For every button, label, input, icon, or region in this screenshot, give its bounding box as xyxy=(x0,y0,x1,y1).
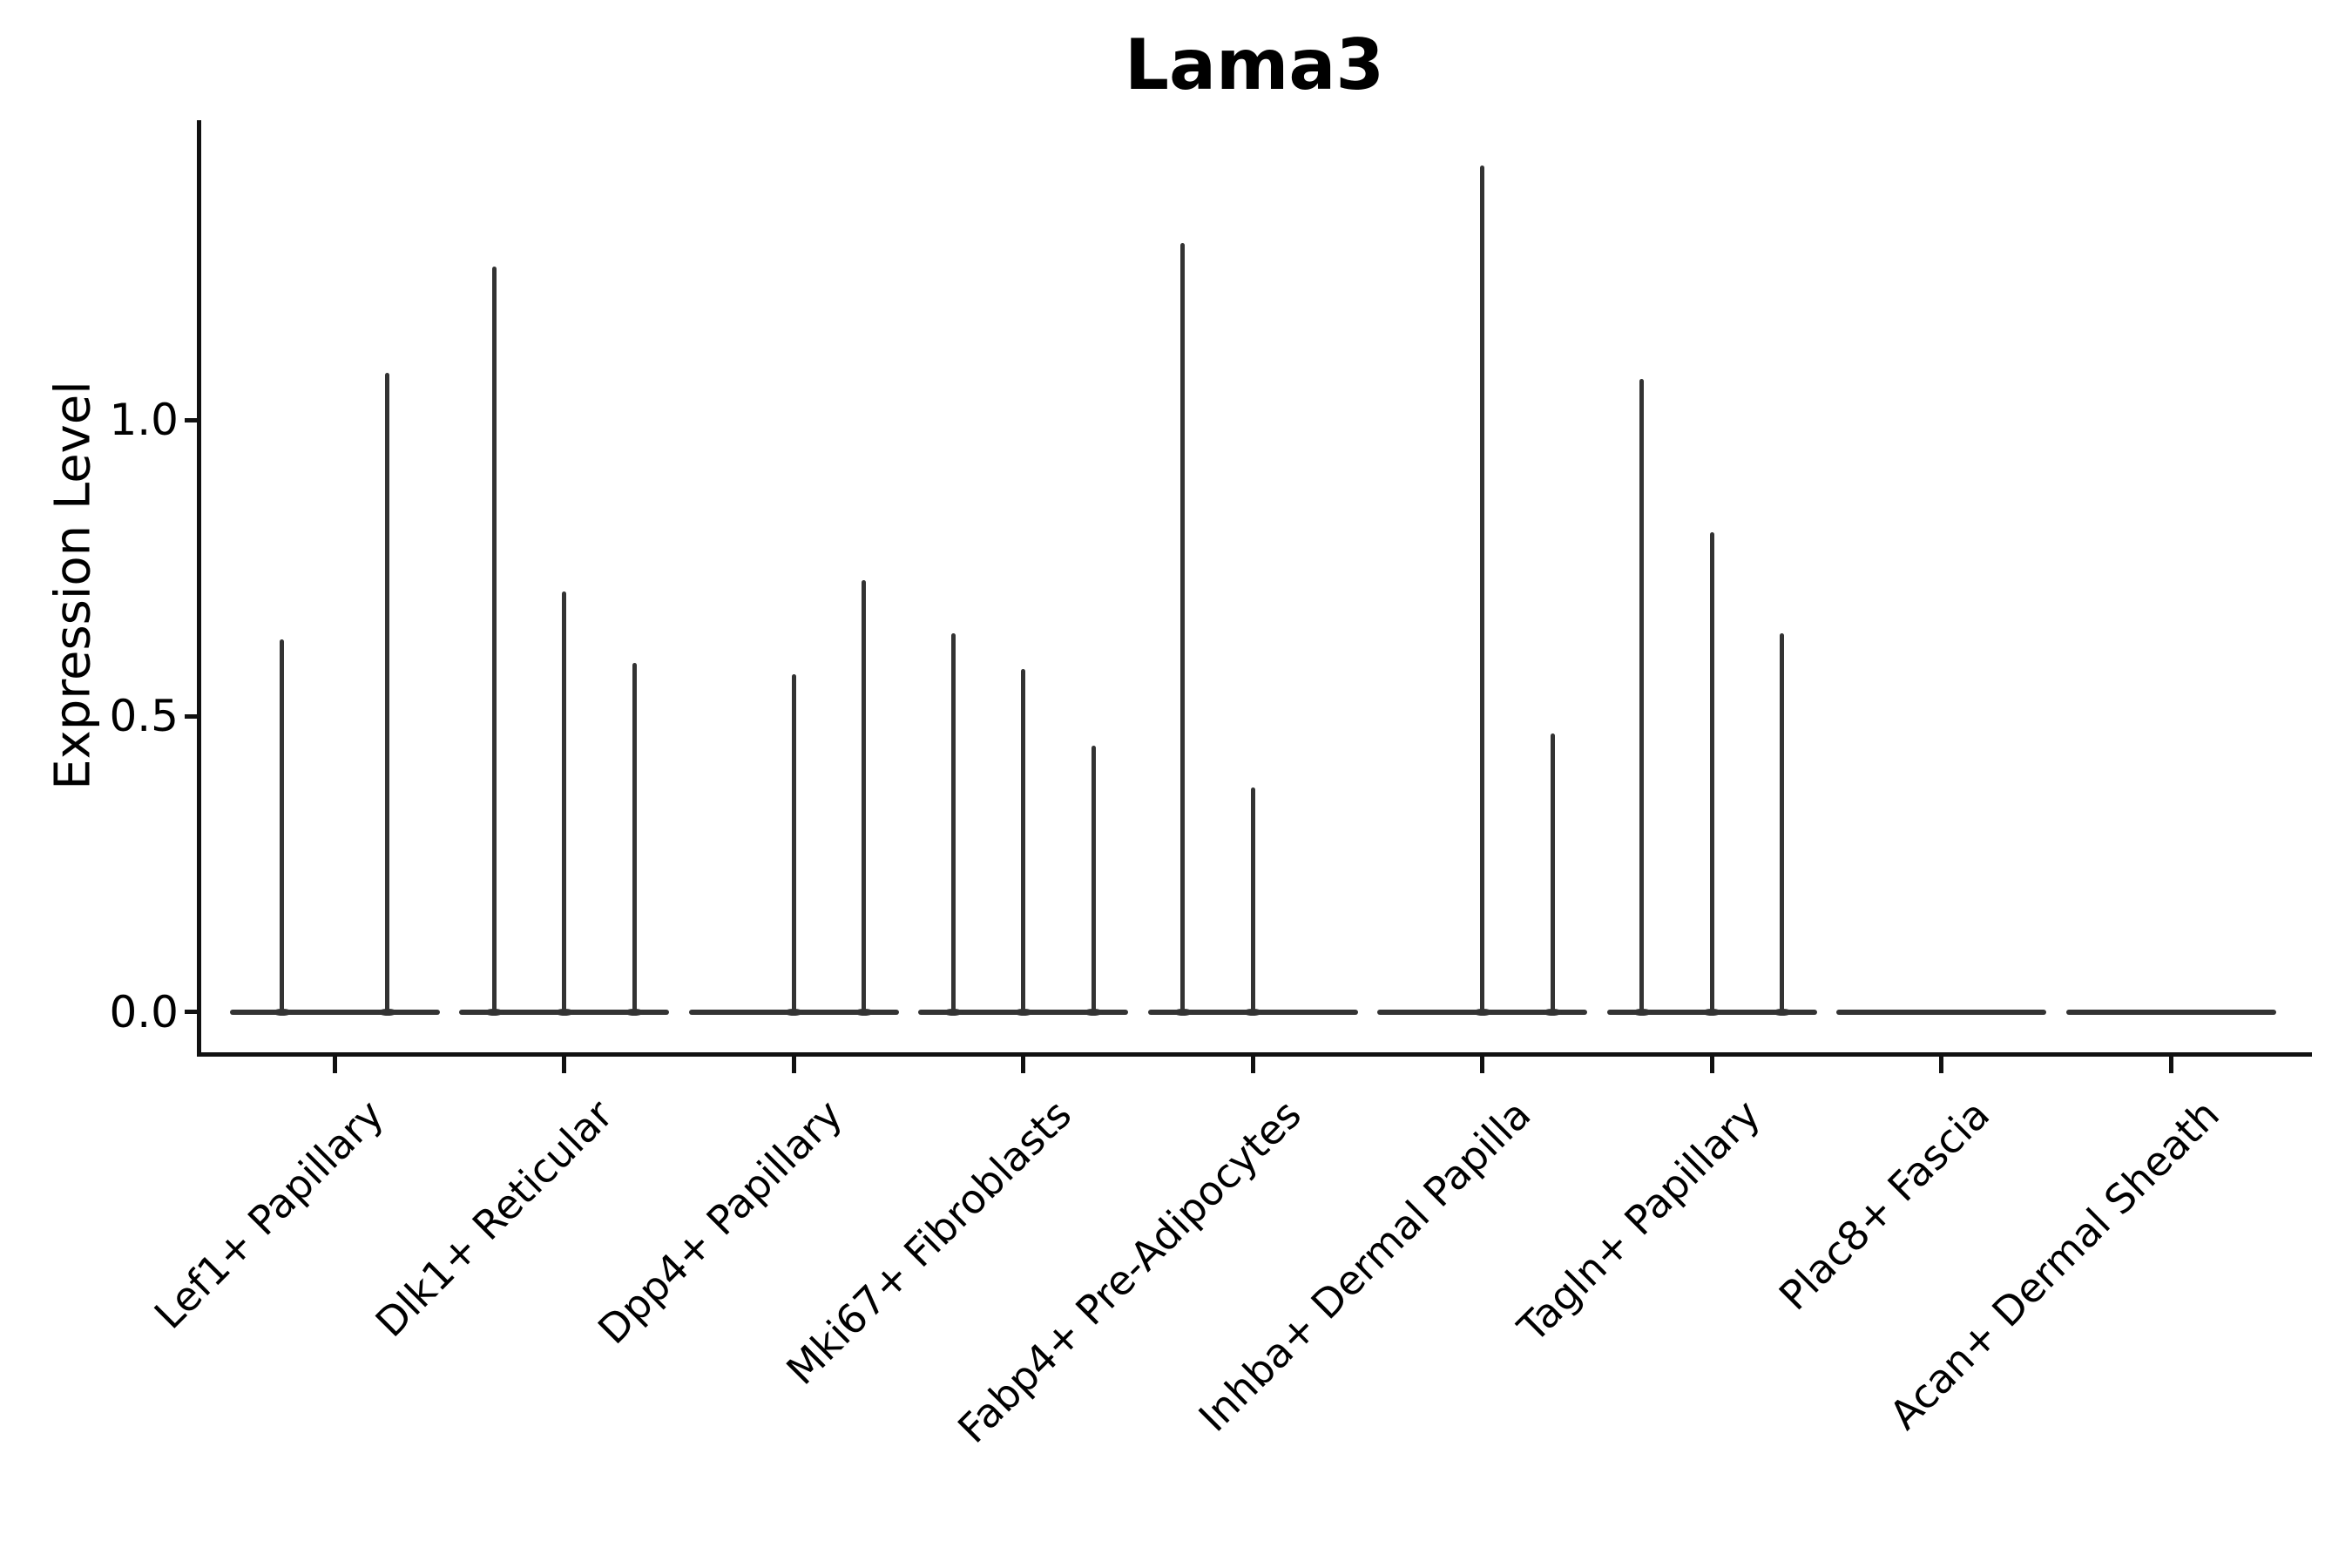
violin-spike-base xyxy=(377,1009,397,1016)
violin-spike-base xyxy=(625,1009,644,1016)
y-axis-spine xyxy=(197,120,201,1057)
violin-spike xyxy=(385,373,389,1012)
violin-spike xyxy=(1780,632,1784,1012)
x-tick-label: Dlk1+ Reticular xyxy=(366,1091,622,1347)
violin-body xyxy=(229,1010,440,1015)
x-tick-label: Lef1+ Papillary xyxy=(145,1091,393,1338)
violin-spike-base xyxy=(784,1009,803,1016)
y-axis-label: Expression Level xyxy=(44,381,102,790)
violin-spike-base xyxy=(1013,1009,1033,1016)
violin-spike-base xyxy=(554,1009,574,1016)
violin-spike xyxy=(1021,668,1025,1012)
x-tick-mark xyxy=(1250,1057,1255,1073)
chart-title: Lama3 xyxy=(1125,24,1384,105)
x-tick-mark xyxy=(791,1057,796,1073)
violin-spike xyxy=(1250,787,1255,1012)
violin-body xyxy=(1836,1010,2046,1015)
x-tick-mark xyxy=(1480,1057,1484,1073)
violin-spike xyxy=(791,674,796,1012)
violin-spike-base xyxy=(1472,1009,1492,1016)
x-tick-mark xyxy=(1939,1057,1943,1073)
violin-body xyxy=(2065,1010,2276,1015)
violin-spike-base xyxy=(943,1009,963,1016)
x-tick-label: Plac8+ Fascia xyxy=(1770,1091,1999,1320)
violin-spike-base xyxy=(1084,1009,1103,1016)
y-tick-mark xyxy=(185,1010,197,1015)
y-tick-label: 0.5 xyxy=(109,691,179,742)
violin-spike xyxy=(632,662,637,1012)
x-tick-label: Dpp4+ Papillary xyxy=(588,1091,852,1354)
x-tick-mark xyxy=(1021,1057,1025,1073)
violin-spike-base xyxy=(1543,1009,1562,1016)
violin-spike-base xyxy=(1173,1009,1193,1016)
violin-spike xyxy=(1639,378,1644,1012)
violin-spike xyxy=(1180,242,1185,1012)
x-tick-mark xyxy=(332,1057,337,1073)
violin-spike-base xyxy=(484,1009,504,1016)
violin-spike xyxy=(862,579,866,1012)
x-tick-mark xyxy=(1709,1057,1714,1073)
violin-spike-base xyxy=(1632,1009,1652,1016)
violin-spike-base xyxy=(1702,1009,1721,1016)
x-axis-spine xyxy=(197,1052,2312,1057)
violin-spike-base xyxy=(854,1009,874,1016)
y-tick-label: 0.0 xyxy=(109,986,179,1037)
violin-spike xyxy=(950,632,956,1012)
violin-spike xyxy=(1550,733,1555,1012)
x-tick-label: Tagln+ Papillary xyxy=(1509,1091,1770,1351)
y-tick-mark xyxy=(185,713,197,719)
violin-spike xyxy=(1709,532,1714,1012)
violin-spike-base xyxy=(1243,1009,1262,1016)
violin-spike xyxy=(491,266,497,1012)
x-tick-mark xyxy=(562,1057,566,1073)
violin-spike-base xyxy=(1772,1009,1792,1016)
violin-spike xyxy=(562,591,566,1012)
violin-spike xyxy=(1480,166,1484,1012)
y-tick-mark xyxy=(185,417,197,422)
violin-spike xyxy=(280,639,284,1012)
violin-spike xyxy=(1091,746,1096,1012)
y-tick-label: 1.0 xyxy=(109,395,179,446)
violin-spike-base xyxy=(272,1009,292,1016)
x-tick-mark xyxy=(2168,1057,2173,1073)
